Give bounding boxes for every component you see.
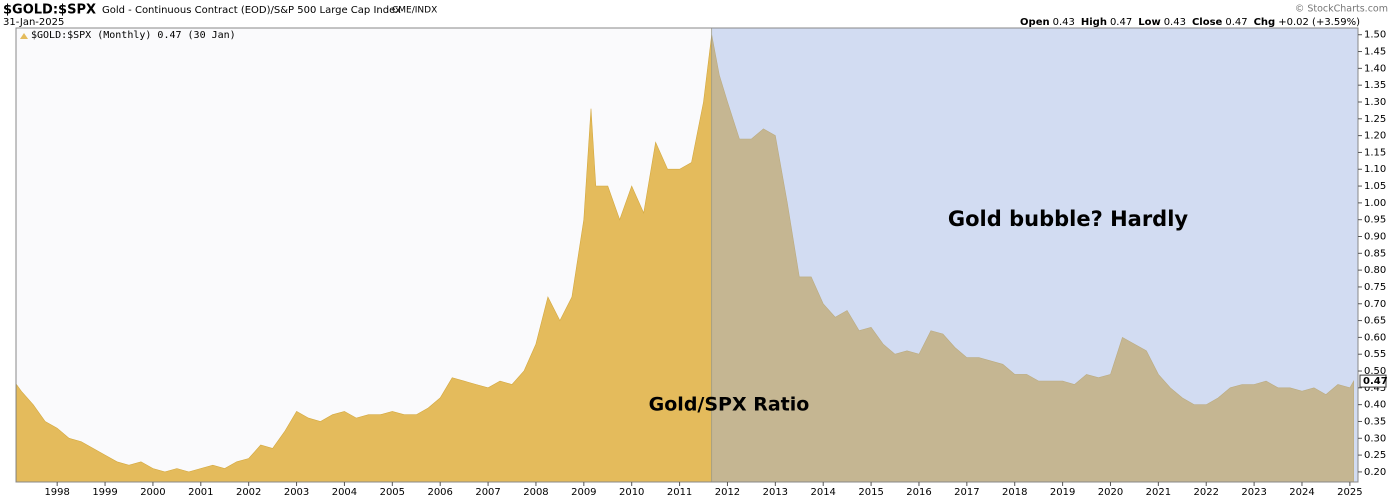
x-tick-label: 2020	[1098, 487, 1123, 498]
y-tick-label: 1.15	[1364, 147, 1386, 158]
last-value-box	[1359, 374, 1387, 388]
y-tick-label: 1.50	[1364, 30, 1386, 41]
legend-icon	[20, 33, 28, 39]
y-tick-label: 0.50	[1364, 366, 1386, 377]
x-tick-label: 2005	[380, 487, 405, 498]
y-tick-label: 0.75	[1364, 282, 1386, 293]
y-tick-label: 1.35	[1364, 80, 1386, 91]
x-tick-label: 2001	[188, 487, 213, 498]
quote-label: Close	[1192, 17, 1223, 28]
x-tick-label: 2015	[858, 487, 883, 498]
x-tick-label: 2016	[906, 487, 931, 498]
quote-label: Open	[1020, 17, 1050, 28]
quote-value: 0.43	[1053, 17, 1075, 28]
x-tick-label: 2000	[140, 487, 165, 498]
quote-value: 0.43	[1164, 17, 1186, 28]
x-tick-label: 2024	[1289, 487, 1314, 498]
x-tick-label: 2012	[715, 487, 740, 498]
y-tick-label: 0.65	[1364, 316, 1386, 327]
quote: Open 0.43 High 0.47 Low 0.43 Close 0.47 Chg +0.02…	[1020, 17, 1360, 28]
x-tick-label: 1998	[44, 487, 69, 498]
x-tick-label: 2013	[763, 487, 788, 498]
x-tick-label: 2003	[284, 487, 309, 498]
x-tick-label: 2006	[427, 487, 452, 498]
y-tick-label: 0.25	[1364, 450, 1386, 461]
x-tick-label: 2022	[1194, 487, 1219, 498]
x-tick-label: 2023	[1241, 487, 1266, 498]
x-tick-label: 2017	[954, 487, 979, 498]
x-tick-label: 2021	[1146, 487, 1171, 498]
y-tick-label: 0.40	[1364, 400, 1386, 411]
quote-label: Chg	[1254, 17, 1276, 28]
y-tick-label: 0.90	[1364, 232, 1386, 243]
y-tick-label: 1.30	[1364, 97, 1386, 108]
y-tick-label: 0.60	[1364, 332, 1386, 343]
exchange: CME/INDX	[392, 6, 437, 16]
y-tick-label: 0.30	[1364, 433, 1386, 444]
quote-value: 0.47	[1225, 17, 1247, 28]
x-tick-label: 2002	[236, 487, 261, 498]
y-tick-label: 1.20	[1364, 131, 1386, 142]
y-tick-label: 1.25	[1364, 114, 1386, 125]
y-tick-label: 1.05	[1364, 181, 1386, 192]
x-tick-label: 2014	[810, 487, 835, 498]
chart-subtitle: Gold - Continuous Contract (EOD)/S&P 500…	[102, 5, 401, 16]
plot-border	[15, 27, 1359, 483]
annotation: Gold bubble? Hardly	[948, 207, 1189, 231]
y-tick-label: 0.45	[1364, 383, 1386, 394]
x-tick-label: 2019	[1050, 487, 1075, 498]
x-tick-label: 2009	[571, 487, 596, 498]
quote-value: +0.02 (+3.59%)	[1278, 17, 1360, 28]
y-tick-label: 0.70	[1364, 299, 1386, 310]
quote-label: High	[1081, 17, 1107, 28]
x-tick-label: 2011	[667, 487, 692, 498]
x-tick-label: 1999	[92, 487, 117, 498]
x-tick-label: 2004	[332, 487, 357, 498]
y-tick-label: 1.45	[1364, 47, 1386, 58]
y-tick-label: 1.40	[1364, 63, 1386, 74]
chart-title: $GOLD:$SPX	[3, 3, 96, 18]
highlight-region	[711, 28, 1358, 482]
y-tick-label: 1.00	[1364, 198, 1386, 209]
area	[16, 34, 1354, 483]
watermark: © StockCharts.com	[1295, 4, 1388, 15]
y-tick-label: 0.55	[1364, 349, 1386, 360]
x-tick-label: 2010	[619, 487, 644, 498]
y-tick-label: 0.80	[1364, 265, 1386, 276]
x-tick-label: 2007	[475, 487, 500, 498]
y-tick-label: 0.20	[1364, 467, 1386, 478]
quote-value: 0.47	[1110, 17, 1132, 28]
last-value-label: 0.47	[1363, 376, 1388, 387]
x-tick-label: 2018	[1002, 487, 1027, 498]
date: 31-Jan-2025	[3, 17, 64, 28]
x-tick-label: 2025	[1337, 487, 1362, 498]
y-tick-label: 0.35	[1364, 416, 1386, 427]
y-tick-label: 1.10	[1364, 164, 1386, 175]
quote-label: Low	[1138, 17, 1160, 28]
plot-area	[16, 28, 1358, 483]
y-tick-label: 0.95	[1364, 215, 1386, 226]
annotation: Gold/SPX Ratio	[649, 394, 810, 416]
y-tick-label: 0.85	[1364, 248, 1386, 259]
legend-entry: $GOLD:$SPX (Monthly) 0.47 (30 Jan)	[31, 30, 236, 41]
x-tick-label: 2008	[523, 487, 548, 498]
